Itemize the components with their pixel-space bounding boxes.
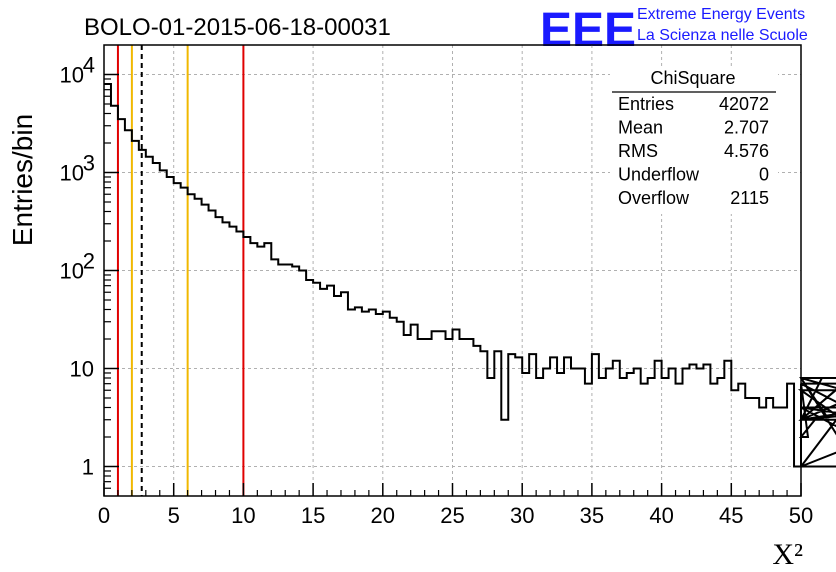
y-tick-exponent: 4 bbox=[83, 53, 95, 78]
x-tick-label: 0 bbox=[98, 503, 110, 528]
y-tick-label: 10 bbox=[70, 356, 94, 381]
x-tick-label: 45 bbox=[719, 503, 743, 528]
histogram-series bbox=[104, 83, 836, 468]
y-tick-label: 10 bbox=[60, 63, 84, 88]
eee-logo: EEE Extreme Energy Events La Scienza nel… bbox=[540, 4, 808, 57]
stats-row-value: 2115 bbox=[730, 188, 769, 208]
y-tick-exponent: 2 bbox=[83, 249, 95, 274]
x-tick-label: 35 bbox=[580, 503, 604, 528]
y-tick-label: 10 bbox=[60, 161, 84, 186]
stats-box-background bbox=[610, 66, 778, 214]
x-tick-label: 30 bbox=[510, 503, 534, 528]
x-tick-label: 15 bbox=[301, 503, 325, 528]
x-axis: 0 5 10 15 20 25 30 35 40 45 50 bbox=[98, 483, 813, 528]
x-tick-label: 20 bbox=[371, 503, 395, 528]
x-tick-label: 50 bbox=[789, 503, 813, 528]
stats-box: ChiSquare Entries 42072 Mean 2.707 RMS 4.576 U… bbox=[610, 66, 778, 214]
y-axis-label: Entries/bin bbox=[7, 114, 38, 246]
x-tick-label: 10 bbox=[231, 503, 255, 528]
stats-box-title: ChiSquare bbox=[650, 68, 735, 88]
stats-row-value: 4.576 bbox=[724, 141, 769, 161]
stats-row-value: 2.707 bbox=[724, 118, 769, 138]
stats-box-rows: Entries 42072 Mean 2.707 RMS 4.576 Underflow 0 O… bbox=[618, 94, 769, 208]
stats-row-label: Underflow bbox=[618, 165, 700, 185]
stats-row-value: 0 bbox=[759, 165, 769, 185]
y-tick-label: 1 bbox=[82, 454, 94, 479]
x-axis-label: X² bbox=[772, 538, 803, 571]
logo-mark: EEE bbox=[540, 4, 636, 57]
x-tick-label: 25 bbox=[440, 503, 464, 528]
x-tick-label: 5 bbox=[168, 503, 180, 528]
stats-row-label: Entries bbox=[618, 94, 674, 114]
stats-row-label: RMS bbox=[618, 141, 658, 161]
stats-row-label: Overflow bbox=[618, 188, 690, 208]
stats-row-label: Mean bbox=[618, 118, 663, 138]
y-tick-label: 10 bbox=[60, 259, 84, 284]
x-tick-label: 40 bbox=[649, 503, 673, 528]
chart-title: BOLO-01-2015-06-18-00031 bbox=[84, 14, 391, 41]
logo-line-1: Extreme Energy Events bbox=[637, 6, 805, 23]
stats-row-value: 42072 bbox=[719, 94, 769, 114]
plot-grid bbox=[104, 45, 801, 496]
y-tick-exponent: 3 bbox=[83, 151, 95, 176]
logo-line-2: La Scienza nelle Scuole bbox=[637, 27, 808, 44]
